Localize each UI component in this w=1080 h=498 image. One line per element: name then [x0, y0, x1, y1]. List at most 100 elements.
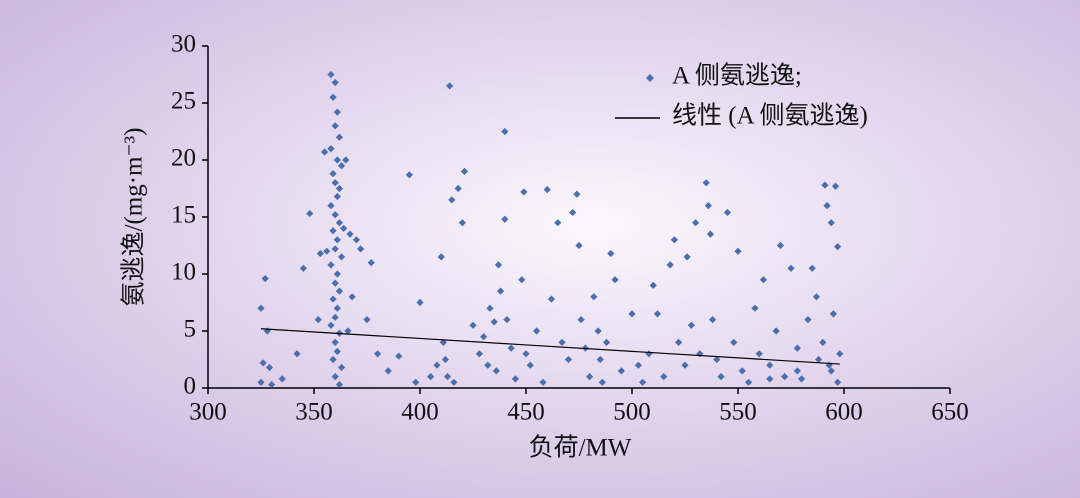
scatter-point [759, 276, 768, 284]
x-tick-label: 300 [189, 399, 227, 426]
scatter-point [475, 350, 483, 358]
scatter-point [374, 350, 382, 358]
scatter-point [611, 276, 619, 284]
scatter-point [331, 122, 339, 130]
scatter-point [702, 179, 710, 187]
scatter-point [446, 82, 454, 90]
scatter-point [596, 355, 604, 364]
scatter-point [834, 243, 842, 251]
scatter-point [653, 310, 662, 318]
scatter-point [261, 274, 269, 283]
scatter-point [713, 355, 721, 364]
x-tick-label: 650 [931, 399, 969, 426]
scatter-point [793, 344, 801, 352]
scatter-point [427, 373, 435, 381]
scatter-point [331, 179, 339, 187]
scatter-point [543, 186, 551, 194]
scatter-point [787, 264, 795, 272]
scatter-point [836, 350, 844, 358]
scatter-point [575, 241, 583, 250]
scatter-point [412, 378, 420, 386]
scatter-point [738, 367, 746, 375]
scatter-point [486, 304, 494, 312]
scatter-point [628, 310, 636, 318]
x-tick-label: 550 [719, 399, 757, 426]
x-tick-label: 600 [825, 399, 863, 426]
scatter-point [717, 373, 725, 381]
scatter-point [337, 363, 346, 372]
scatter-point [834, 378, 842, 386]
scatter-point [331, 373, 339, 381]
scatter-point [808, 264, 816, 272]
scatter-point [333, 192, 341, 201]
scatter-point [507, 344, 515, 352]
scatter-point [569, 208, 577, 217]
scatter-point [331, 78, 339, 87]
scatter-point [384, 367, 392, 375]
scatter-point [696, 350, 704, 358]
scatter-point [554, 219, 562, 227]
scatter-point [590, 293, 598, 301]
scatter-point [329, 170, 337, 178]
scatter-point [329, 227, 337, 235]
scatter-point [660, 373, 668, 381]
scatter-point [831, 182, 840, 190]
scatter-point [335, 133, 344, 141]
scatter-point [331, 279, 339, 287]
x-axis-label: 负荷/MW [529, 434, 632, 462]
scatter-point [670, 236, 678, 244]
scatter-point [335, 380, 344, 389]
scatter-point [454, 184, 462, 193]
scatter-point [819, 338, 827, 346]
scatter-point [492, 367, 500, 375]
scatter-point [352, 236, 360, 244]
scatter-point [259, 359, 267, 367]
scatter-point [520, 188, 528, 196]
scatter-point [687, 321, 695, 329]
scatter-point [594, 327, 602, 335]
scatter-point [776, 241, 784, 250]
y-tick-label: 15 [171, 202, 196, 229]
scatter-point [367, 259, 375, 267]
scatter-point [602, 338, 611, 346]
scatter-point [329, 355, 337, 364]
legend-marker [646, 74, 654, 82]
scatter-point [480, 333, 488, 341]
scatter-point [460, 167, 469, 175]
scatter-point [577, 316, 585, 324]
scatter-point [333, 304, 341, 312]
scatter-point [829, 310, 837, 318]
scatter-point [607, 249, 615, 258]
scatter-point [645, 350, 653, 358]
scatter-point [639, 378, 647, 386]
scatter-point [484, 361, 492, 369]
scatter-point [329, 93, 337, 101]
scatter-point [346, 230, 354, 238]
scatter-point [458, 219, 466, 227]
scatter-point [812, 293, 821, 301]
scatter-point [539, 378, 547, 386]
legend-label: A 侧氨逃逸; [672, 62, 802, 90]
scatter-point [265, 363, 274, 372]
trend-line [260, 328, 840, 365]
scatter-point [490, 318, 498, 326]
scatter-point [333, 347, 341, 356]
scatter-point [469, 321, 477, 329]
y-tick-label: 0 [184, 373, 197, 400]
scatter-point [268, 380, 276, 389]
scatter-point [335, 219, 344, 227]
scatter-point [321, 148, 329, 156]
scatter-point [706, 230, 715, 238]
scatter-point [327, 145, 335, 153]
scatter-point [766, 361, 774, 369]
scatter-point [433, 361, 441, 369]
scatter-point [526, 361, 534, 369]
scatter-point [751, 304, 759, 312]
scatter-point [331, 211, 339, 219]
scatter-point [335, 184, 344, 193]
scatter-point [395, 352, 403, 360]
legend-label: 线性 (A 侧氨逃逸) [672, 102, 868, 130]
scatter-point [342, 156, 350, 164]
scatter-point [501, 127, 509, 136]
